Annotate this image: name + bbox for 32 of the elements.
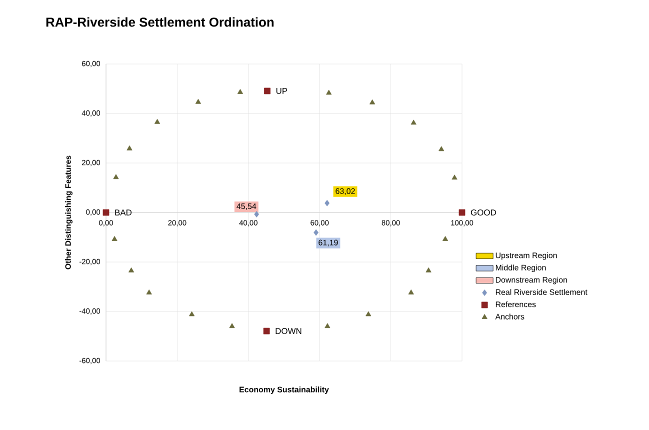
point xyxy=(189,311,195,316)
point xyxy=(438,146,444,152)
point xyxy=(408,289,414,294)
point xyxy=(326,90,332,95)
data-label: DOWN xyxy=(276,328,302,334)
point xyxy=(369,99,376,104)
point xyxy=(146,289,152,294)
point xyxy=(113,174,119,180)
point xyxy=(314,229,318,236)
point xyxy=(452,174,458,180)
point xyxy=(237,89,244,94)
point xyxy=(254,211,260,218)
point xyxy=(126,145,132,150)
point xyxy=(458,209,466,216)
chart-title: RAP-Riverside Settlement Ordination xyxy=(46,17,274,27)
point xyxy=(154,118,160,124)
point xyxy=(410,120,416,125)
point xyxy=(128,267,134,272)
data-label: BAD xyxy=(115,210,132,216)
point xyxy=(229,323,235,328)
point xyxy=(426,267,432,272)
data-label: UP xyxy=(276,88,288,94)
point xyxy=(195,98,202,104)
point xyxy=(102,209,110,216)
data-label: GOOD xyxy=(470,210,496,216)
point xyxy=(112,236,118,241)
point xyxy=(264,88,270,94)
point xyxy=(366,311,372,316)
point xyxy=(324,323,330,328)
point xyxy=(324,200,330,206)
point xyxy=(442,236,448,241)
point xyxy=(263,328,270,334)
